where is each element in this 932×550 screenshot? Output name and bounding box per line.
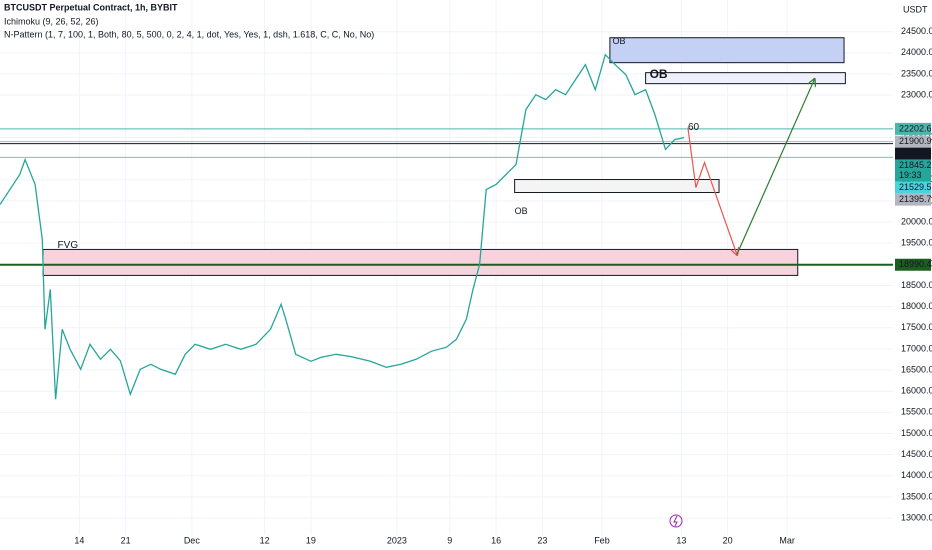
indicator: Ichimoku (9, 26, 52, 26): [4, 16, 99, 26]
zone-box: [609, 37, 845, 64]
y-tick-label: 15000.0: [901, 428, 932, 438]
price-tag: [895, 135, 931, 148]
price-tag-label: 22202.6: [899, 123, 932, 133]
y-tick-label: 13500.0: [901, 491, 932, 501]
price-tag: [895, 193, 931, 206]
y-tick-label: 15500.0: [901, 407, 932, 417]
x-tick-label: 19: [306, 535, 316, 545]
price-tag-label: 21852.8: [899, 148, 932, 158]
y-tick-label: 17000.0: [901, 343, 932, 353]
annotation: OB: [515, 206, 528, 216]
x-tick-label: 23: [537, 535, 547, 545]
x-tick-label: 16: [491, 535, 501, 545]
zone-box: [42, 248, 799, 276]
indicator: N-Pattern (1, 7, 100, 1, Both, 80, 5, 50…: [4, 29, 374, 39]
annotation: FVG: [58, 240, 79, 251]
y-tick-label: 14000.0: [901, 470, 932, 480]
y-tick-label: 19500.0: [901, 238, 932, 248]
y-tick-label: 23500.0: [901, 68, 932, 78]
price-tag-label: 21900.9: [899, 136, 932, 146]
y-tick-label: 16500.0: [901, 364, 932, 374]
x-tick-label: 14: [74, 535, 84, 545]
y-tick-label: 18000.0: [901, 301, 932, 311]
y-tick-label: 16000.0: [901, 386, 932, 396]
x-tick-label: 12: [260, 535, 270, 545]
price-tag: [895, 147, 931, 160]
y-tick-label: 13000.0: [901, 512, 932, 522]
y-tick-label: 18500.0: [901, 280, 932, 290]
price-tag: [895, 122, 931, 135]
price-line-series: [0, 53, 685, 400]
projection-arrow: [687, 127, 737, 255]
x-tick-label: 9: [447, 535, 452, 545]
price-tag-label: 21395.7: [899, 194, 932, 204]
annotation: OB: [650, 67, 668, 81]
projection-arrow: [736, 80, 814, 255]
annotation: OB: [613, 36, 626, 46]
price-tag-label: 21845.2: [899, 160, 932, 170]
x-tick-label: Dec: [184, 535, 201, 545]
price-tag: [895, 159, 931, 182]
zone-box: [514, 179, 720, 194]
price-tag-time: 19:33: [899, 170, 922, 180]
x-tick-label: Mar: [779, 535, 795, 545]
plot: OB OB OB FVG 60: [0, 36, 893, 400]
annotation: 60: [688, 122, 700, 133]
chart-title: BTCUSDT Perpetual Contract, 1h, BYBIT: [4, 2, 178, 12]
x-tick-label: Feb: [594, 535, 610, 545]
y-tick-label: 24000.0: [901, 47, 932, 57]
y-tick-label: 17500.0: [901, 322, 932, 332]
x-tick-label: 13: [676, 535, 686, 545]
x-tick-label: 21: [121, 535, 131, 545]
y-tick-label: 24500.0: [901, 26, 932, 36]
price-tag-label: 21529.5: [899, 182, 932, 192]
price-tag: [895, 181, 931, 194]
axis-title: USDT: [903, 4, 928, 14]
price-tag-label: 18990.4: [899, 259, 932, 269]
y-tick-label: 23000.0: [901, 90, 932, 100]
y-tick-label: 20000.0: [901, 216, 932, 226]
x-tick-label: 2023: [387, 535, 407, 545]
replay-icon[interactable]: [669, 514, 683, 528]
x-tick-label: 20: [723, 535, 733, 545]
zone-box: [645, 72, 846, 85]
price-tag: [895, 258, 931, 271]
y-tick-label: 14500.0: [901, 449, 932, 459]
